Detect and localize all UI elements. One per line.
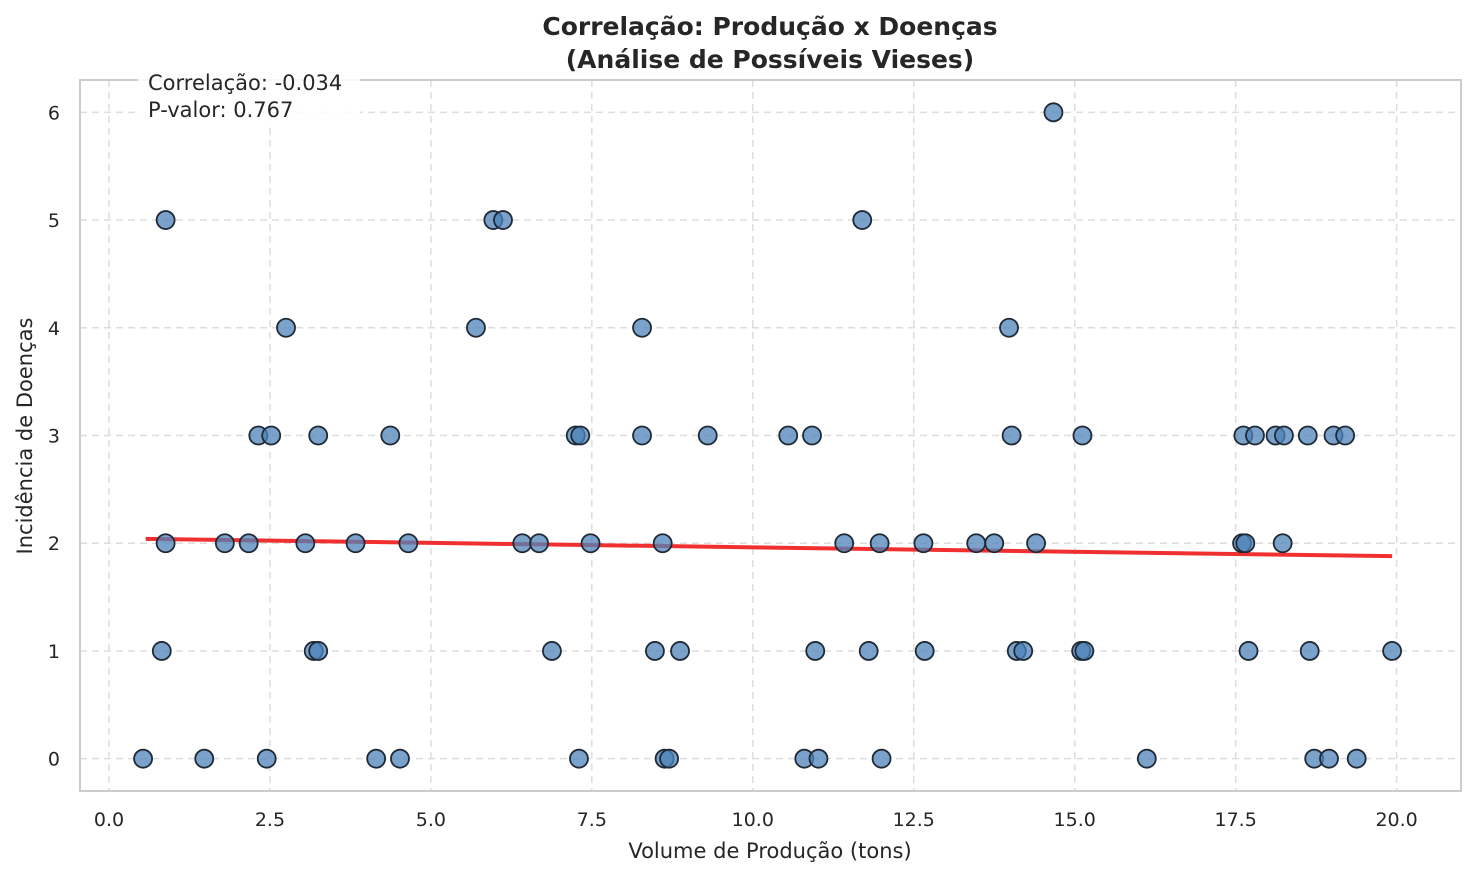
x-tick-label: 2.5 <box>255 809 285 831</box>
data-point <box>151 641 172 661</box>
data-point <box>256 748 277 769</box>
y-tick-label: 4 <box>48 318 60 340</box>
data-point <box>295 533 316 554</box>
data-point <box>345 533 366 554</box>
data-point <box>308 641 329 661</box>
data-point <box>1072 425 1093 446</box>
data-point <box>1074 641 1095 661</box>
data-point <box>1319 748 1339 769</box>
y-tick-label: 2 <box>48 533 60 555</box>
data-point <box>398 533 419 554</box>
x-tick-labels: 0.0 2.5 5.0 7.5 10.0 12.5 15.0 17.5 20.0 <box>94 809 1418 831</box>
data-point <box>652 533 673 554</box>
data-point <box>580 533 601 554</box>
data-point <box>1026 533 1046 554</box>
data-point <box>238 533 259 554</box>
x-tick-label: 17.5 <box>1215 809 1257 831</box>
data-point <box>570 425 591 446</box>
trend-line-layer <box>145 536 1393 559</box>
data-point <box>999 317 1019 338</box>
data-point <box>632 425 652 446</box>
data-point <box>802 425 822 446</box>
data-point <box>834 533 855 554</box>
data-point <box>1245 425 1265 446</box>
data-point <box>380 425 401 446</box>
data-point <box>466 317 486 338</box>
data-point <box>632 317 652 338</box>
data-point <box>493 210 513 230</box>
data-point <box>913 533 934 554</box>
data-point <box>697 425 718 446</box>
data-point <box>778 425 799 446</box>
data-point <box>1001 425 1022 446</box>
data-point <box>852 210 873 230</box>
x-tick-label: 7.5 <box>577 809 607 831</box>
data-point <box>1013 641 1034 661</box>
x-axis-label: Volume de Produção (tons) <box>628 839 911 863</box>
data-point <box>805 641 826 661</box>
data-point <box>390 748 410 769</box>
chart-title-line-1: Correlação: Produção x Doenças <box>542 12 997 41</box>
x-tick-label: 20.0 <box>1375 809 1417 831</box>
data-point <box>659 748 679 769</box>
data-point <box>858 641 879 661</box>
correlation-annotation: Correlação: -0.034 <box>148 71 342 95</box>
data-point <box>1297 425 1318 446</box>
data-point <box>1043 102 1064 123</box>
data-point <box>155 210 176 230</box>
data-point <box>1346 748 1367 769</box>
data-point <box>1136 748 1157 769</box>
data-point <box>542 641 562 661</box>
data-point <box>1335 425 1356 446</box>
y-tick-label: 6 <box>48 102 60 124</box>
data-point <box>645 641 665 661</box>
data-point <box>261 425 282 446</box>
data-point <box>276 317 296 338</box>
data-point <box>1235 533 1256 554</box>
y-tick-label: 3 <box>48 426 60 448</box>
data-point <box>808 748 829 769</box>
data-point <box>670 641 690 661</box>
data-point <box>1299 641 1320 661</box>
chart-title-line-2: (Análise de Possíveis Vieses) <box>566 45 974 74</box>
data-point <box>133 748 153 769</box>
data-point <box>214 533 235 554</box>
data-point <box>914 641 935 661</box>
y-tick-labels: 0 1 2 3 4 5 6 <box>48 102 60 770</box>
trend-line <box>145 536 1393 559</box>
data-point <box>1382 641 1403 661</box>
plot-frame <box>79 79 1462 792</box>
data-point <box>871 748 892 769</box>
x-tick-label: 10.0 <box>732 809 774 831</box>
data-point <box>966 533 987 554</box>
y-axis-label: Incidência de Doenças <box>13 318 37 555</box>
data-point <box>194 748 215 769</box>
data-points <box>133 102 1403 769</box>
data-point <box>366 748 387 769</box>
data-point <box>569 748 589 769</box>
data-point <box>308 425 329 446</box>
x-tick-label: 15.0 <box>1054 809 1096 831</box>
data-point <box>1272 533 1293 554</box>
data-point <box>1274 425 1294 446</box>
data-point <box>1238 641 1259 661</box>
data-point <box>984 533 1005 554</box>
y-tick-label: 5 <box>48 210 60 232</box>
data-point <box>512 533 533 554</box>
x-tick-label: 12.5 <box>893 809 935 831</box>
data-point <box>529 533 549 554</box>
x-tick-label: 5.0 <box>416 809 446 831</box>
y-tick-label: 1 <box>48 641 60 663</box>
p-value-annotation: P-valor: 0.767 <box>148 98 293 122</box>
y-tick-label: 0 <box>48 749 60 771</box>
x-tick-label: 0.0 <box>94 809 124 831</box>
annotation-box <box>138 68 360 124</box>
data-point <box>155 533 176 554</box>
data-point <box>869 533 890 554</box>
